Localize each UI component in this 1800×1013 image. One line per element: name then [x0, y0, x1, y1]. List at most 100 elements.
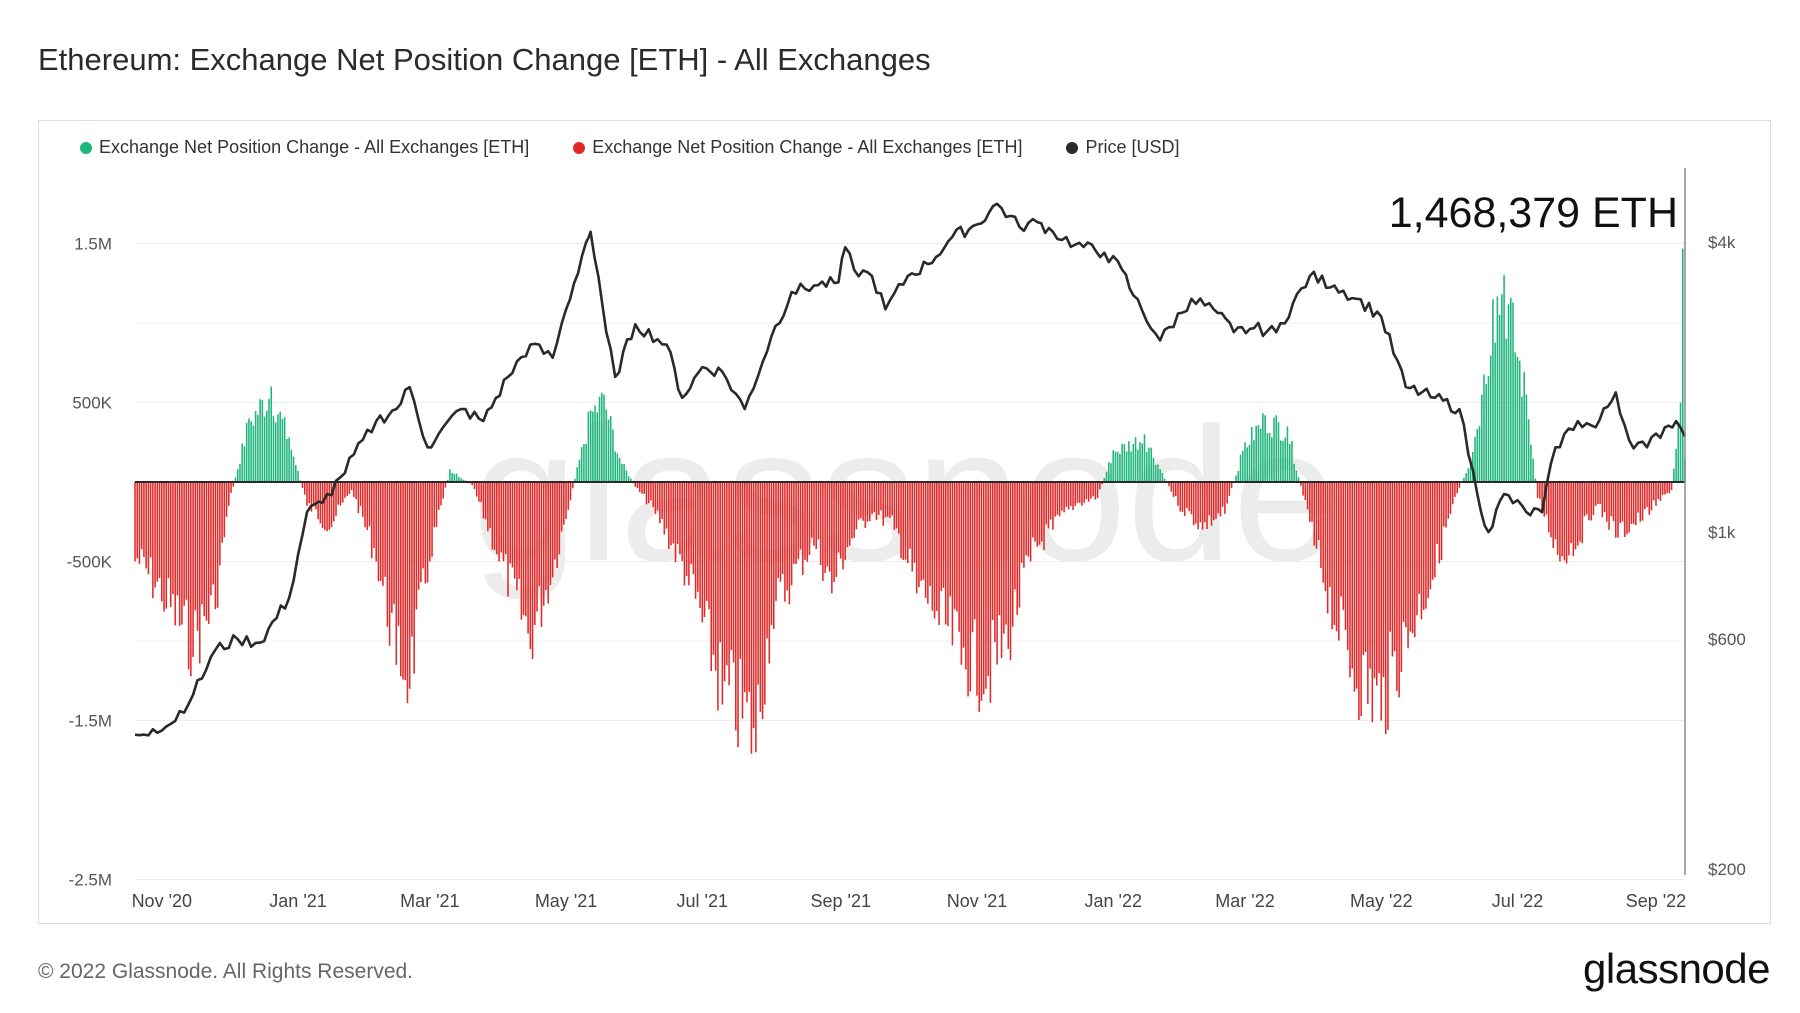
bar-outflow [922, 482, 925, 580]
bar-outflow [929, 482, 931, 586]
bar-inflow [1282, 441, 1284, 482]
bar-outflow [1326, 482, 1329, 614]
bar-outflow [1630, 482, 1633, 525]
bar-outflow [1215, 482, 1217, 519]
bar-outflow [1009, 482, 1012, 661]
bar-outflow [136, 482, 139, 559]
bar-outflow [875, 482, 878, 521]
bar-outflow [1539, 482, 1541, 499]
bar-outflow [435, 482, 438, 527]
y-tick-label-left: -500K [67, 553, 113, 572]
bar-outflow [207, 482, 210, 624]
bar-outflow [359, 482, 362, 506]
bar-inflow [1478, 426, 1481, 482]
bar-inflow [1134, 437, 1137, 482]
bar-outflow [842, 482, 844, 570]
bar-inflow [1467, 468, 1470, 482]
bar-inflow [1141, 443, 1144, 482]
bar-outflow [230, 482, 232, 493]
bar-outflow [933, 482, 936, 619]
bar-outflow [203, 482, 206, 617]
bar-outflow [529, 482, 532, 649]
legend-item-price[interactable]: Price [USD] [1066, 137, 1180, 158]
bar-outflow [384, 482, 386, 577]
bar-inflow [578, 459, 581, 482]
bar-outflow [1536, 482, 1539, 498]
bar-outflow [1023, 482, 1025, 568]
bar-outflow [797, 482, 800, 560]
bar-outflow [1344, 482, 1347, 631]
bar-outflow [1349, 482, 1351, 678]
bar-outflow [822, 482, 824, 582]
bar-inflow [1237, 470, 1240, 482]
bar-outflow [149, 482, 152, 558]
bar-inflow [1248, 445, 1251, 482]
bar-outflow [1168, 482, 1170, 487]
bar-outflow [694, 482, 697, 599]
bar-outflow [641, 482, 643, 494]
bar-outflow [1409, 482, 1412, 632]
bar-outflow [545, 482, 547, 591]
bar-outflow [837, 482, 840, 553]
bar-inflow [1110, 463, 1112, 482]
bar-outflow [172, 482, 174, 595]
bar-outflow [1413, 482, 1416, 638]
x-tick-label: Jul '21 [677, 891, 728, 911]
bar-outflow [1599, 482, 1601, 504]
glassnode-logo[interactable]: glassnode [1583, 945, 1770, 992]
bar-outflow [536, 482, 538, 612]
legend-item-inflow[interactable]: Exchange Net Position Change - All Excha… [80, 137, 529, 158]
bar-outflow [444, 482, 447, 488]
bar-outflow [176, 482, 179, 596]
bar-inflow [1514, 352, 1517, 482]
bar-outflow [884, 482, 887, 518]
bar-inflow [1123, 444, 1126, 482]
bar-inflow [576, 467, 578, 482]
bar-outflow [1360, 482, 1362, 717]
bar-outflow [1362, 482, 1365, 655]
bar-outflow [527, 482, 529, 634]
bar-outflow [565, 482, 567, 519]
bar-inflow [601, 392, 603, 482]
bar-inflow [1154, 464, 1157, 482]
bar-outflow [158, 482, 161, 578]
legend-item-outflow[interactable]: Exchange Net Position Change - All Excha… [573, 137, 1022, 158]
bar-outflow [1174, 482, 1177, 497]
bar-outflow [647, 482, 650, 504]
bar-outflow [1447, 482, 1450, 519]
bar-outflow [1597, 482, 1599, 505]
bar-inflow [607, 419, 610, 482]
latest-value-callout: 1,468,379 ETH [1389, 189, 1678, 237]
x-tick-label: May '21 [535, 891, 597, 911]
bar-outflow [232, 482, 235, 487]
bar-outflow [399, 482, 402, 677]
bar-inflow [1476, 429, 1479, 482]
bar-inflow [1235, 475, 1237, 482]
bar-outflow [1192, 482, 1195, 526]
bar-inflow [625, 470, 628, 482]
bar-outflow [1425, 482, 1427, 609]
bar-outflow [848, 482, 851, 546]
bar-inflow [1262, 413, 1264, 482]
bar-outflow [147, 482, 150, 575]
bar-inflow [1485, 384, 1488, 482]
chart-legend: Exchange Net Position Change - All Excha… [80, 137, 1180, 158]
bar-outflow [181, 482, 183, 625]
bar-outflow [784, 482, 786, 602]
bar-outflow [420, 482, 422, 583]
bar-outflow [1063, 482, 1065, 513]
bar-inflow [1675, 448, 1677, 482]
bar-outflow [415, 482, 418, 610]
bar-outflow [1590, 482, 1592, 521]
bar-outflow [846, 482, 849, 548]
bar-outflow [1340, 482, 1342, 597]
bar-outflow [719, 482, 721, 643]
bar-outflow [1029, 482, 1032, 562]
bar-outflow [761, 482, 764, 720]
bar-outflow [931, 482, 934, 611]
bar-outflow [915, 482, 918, 594]
bar-inflow [453, 474, 456, 482]
bar-inflow [1527, 419, 1530, 482]
bar-outflow [422, 482, 424, 569]
bar-outflow [976, 482, 978, 696]
